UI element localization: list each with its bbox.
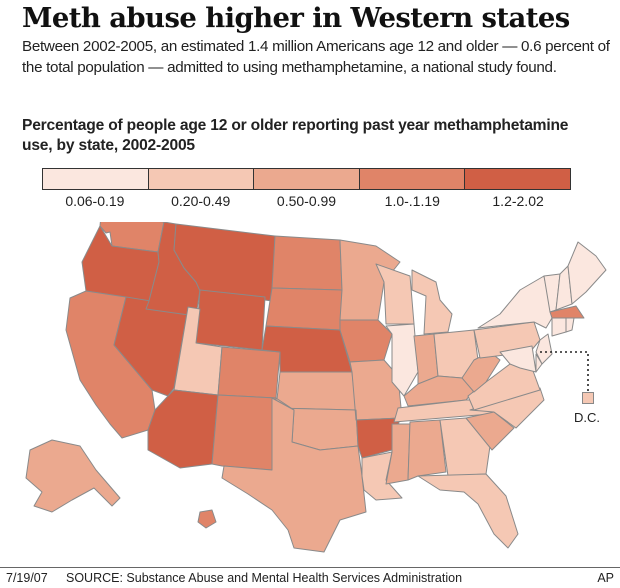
state-nj — [535, 333, 553, 365]
state-mn — [339, 239, 401, 321]
page-title: Meth abuse higher in Western states — [22, 2, 570, 34]
dc-label: D.C. — [574, 410, 600, 425]
state-hi — [197, 509, 217, 529]
state-wy — [195, 289, 266, 351]
dc-swatch — [582, 392, 594, 404]
state-tx — [221, 397, 367, 553]
legend-label: 0.50-0.99 — [276, 193, 337, 209]
legend-label: 1.0-.1.19 — [384, 193, 440, 209]
legend-swatch — [148, 169, 255, 189]
state-ny — [477, 275, 553, 329]
state-wi — [375, 263, 415, 325]
legend-title: Percentage of people age 12 or older rep… — [22, 117, 569, 154]
footer-credit: AP — [597, 571, 614, 585]
state-nm — [211, 394, 277, 471]
footer-date: 7/19/07 — [6, 571, 48, 585]
state-me — [567, 241, 607, 305]
state-md — [499, 345, 537, 373]
legend-swatch — [359, 169, 466, 189]
state-ri — [565, 317, 575, 333]
footer: 7/19/07 SOURCE: Substance Abuse and Ment… — [0, 567, 620, 588]
state-sc — [465, 411, 515, 451]
state-nd — [271, 235, 343, 291]
legend-swatch — [254, 169, 360, 189]
legend-label: 1.2-2.02 — [492, 193, 544, 209]
dc-leader-line — [540, 351, 589, 392]
state-al — [407, 419, 447, 481]
state-az — [147, 389, 219, 469]
state-fl — [417, 473, 519, 549]
state-ct — [551, 317, 567, 337]
state-ak — [25, 439, 121, 513]
state-ia — [339, 319, 393, 363]
state-de — [535, 353, 543, 373]
legend-label: 0.06-0.19 — [65, 193, 125, 209]
intro-text: Between 2002-2005, an estimated 1.4 mill… — [22, 38, 610, 76]
us-map — [25, 222, 607, 553]
state-co — [217, 346, 281, 399]
legend: 0.06-0.19 0.20-0.49 0.50-0.99 1.0-.1.19 … — [42, 168, 571, 209]
footer-source: SOURCE: Substance Abuse and Mental Healt… — [66, 571, 463, 585]
legend-swatches — [42, 168, 571, 190]
legend-swatch — [43, 169, 149, 189]
state-wv — [461, 351, 501, 393]
state-ma — [549, 305, 585, 319]
state-sd — [265, 287, 343, 331]
state-mi — [411, 269, 453, 335]
legend-swatch — [465, 169, 570, 189]
legend-label: 0.20-0.49 — [171, 193, 231, 209]
state-ks — [275, 371, 357, 411]
state-ms — [385, 423, 411, 485]
